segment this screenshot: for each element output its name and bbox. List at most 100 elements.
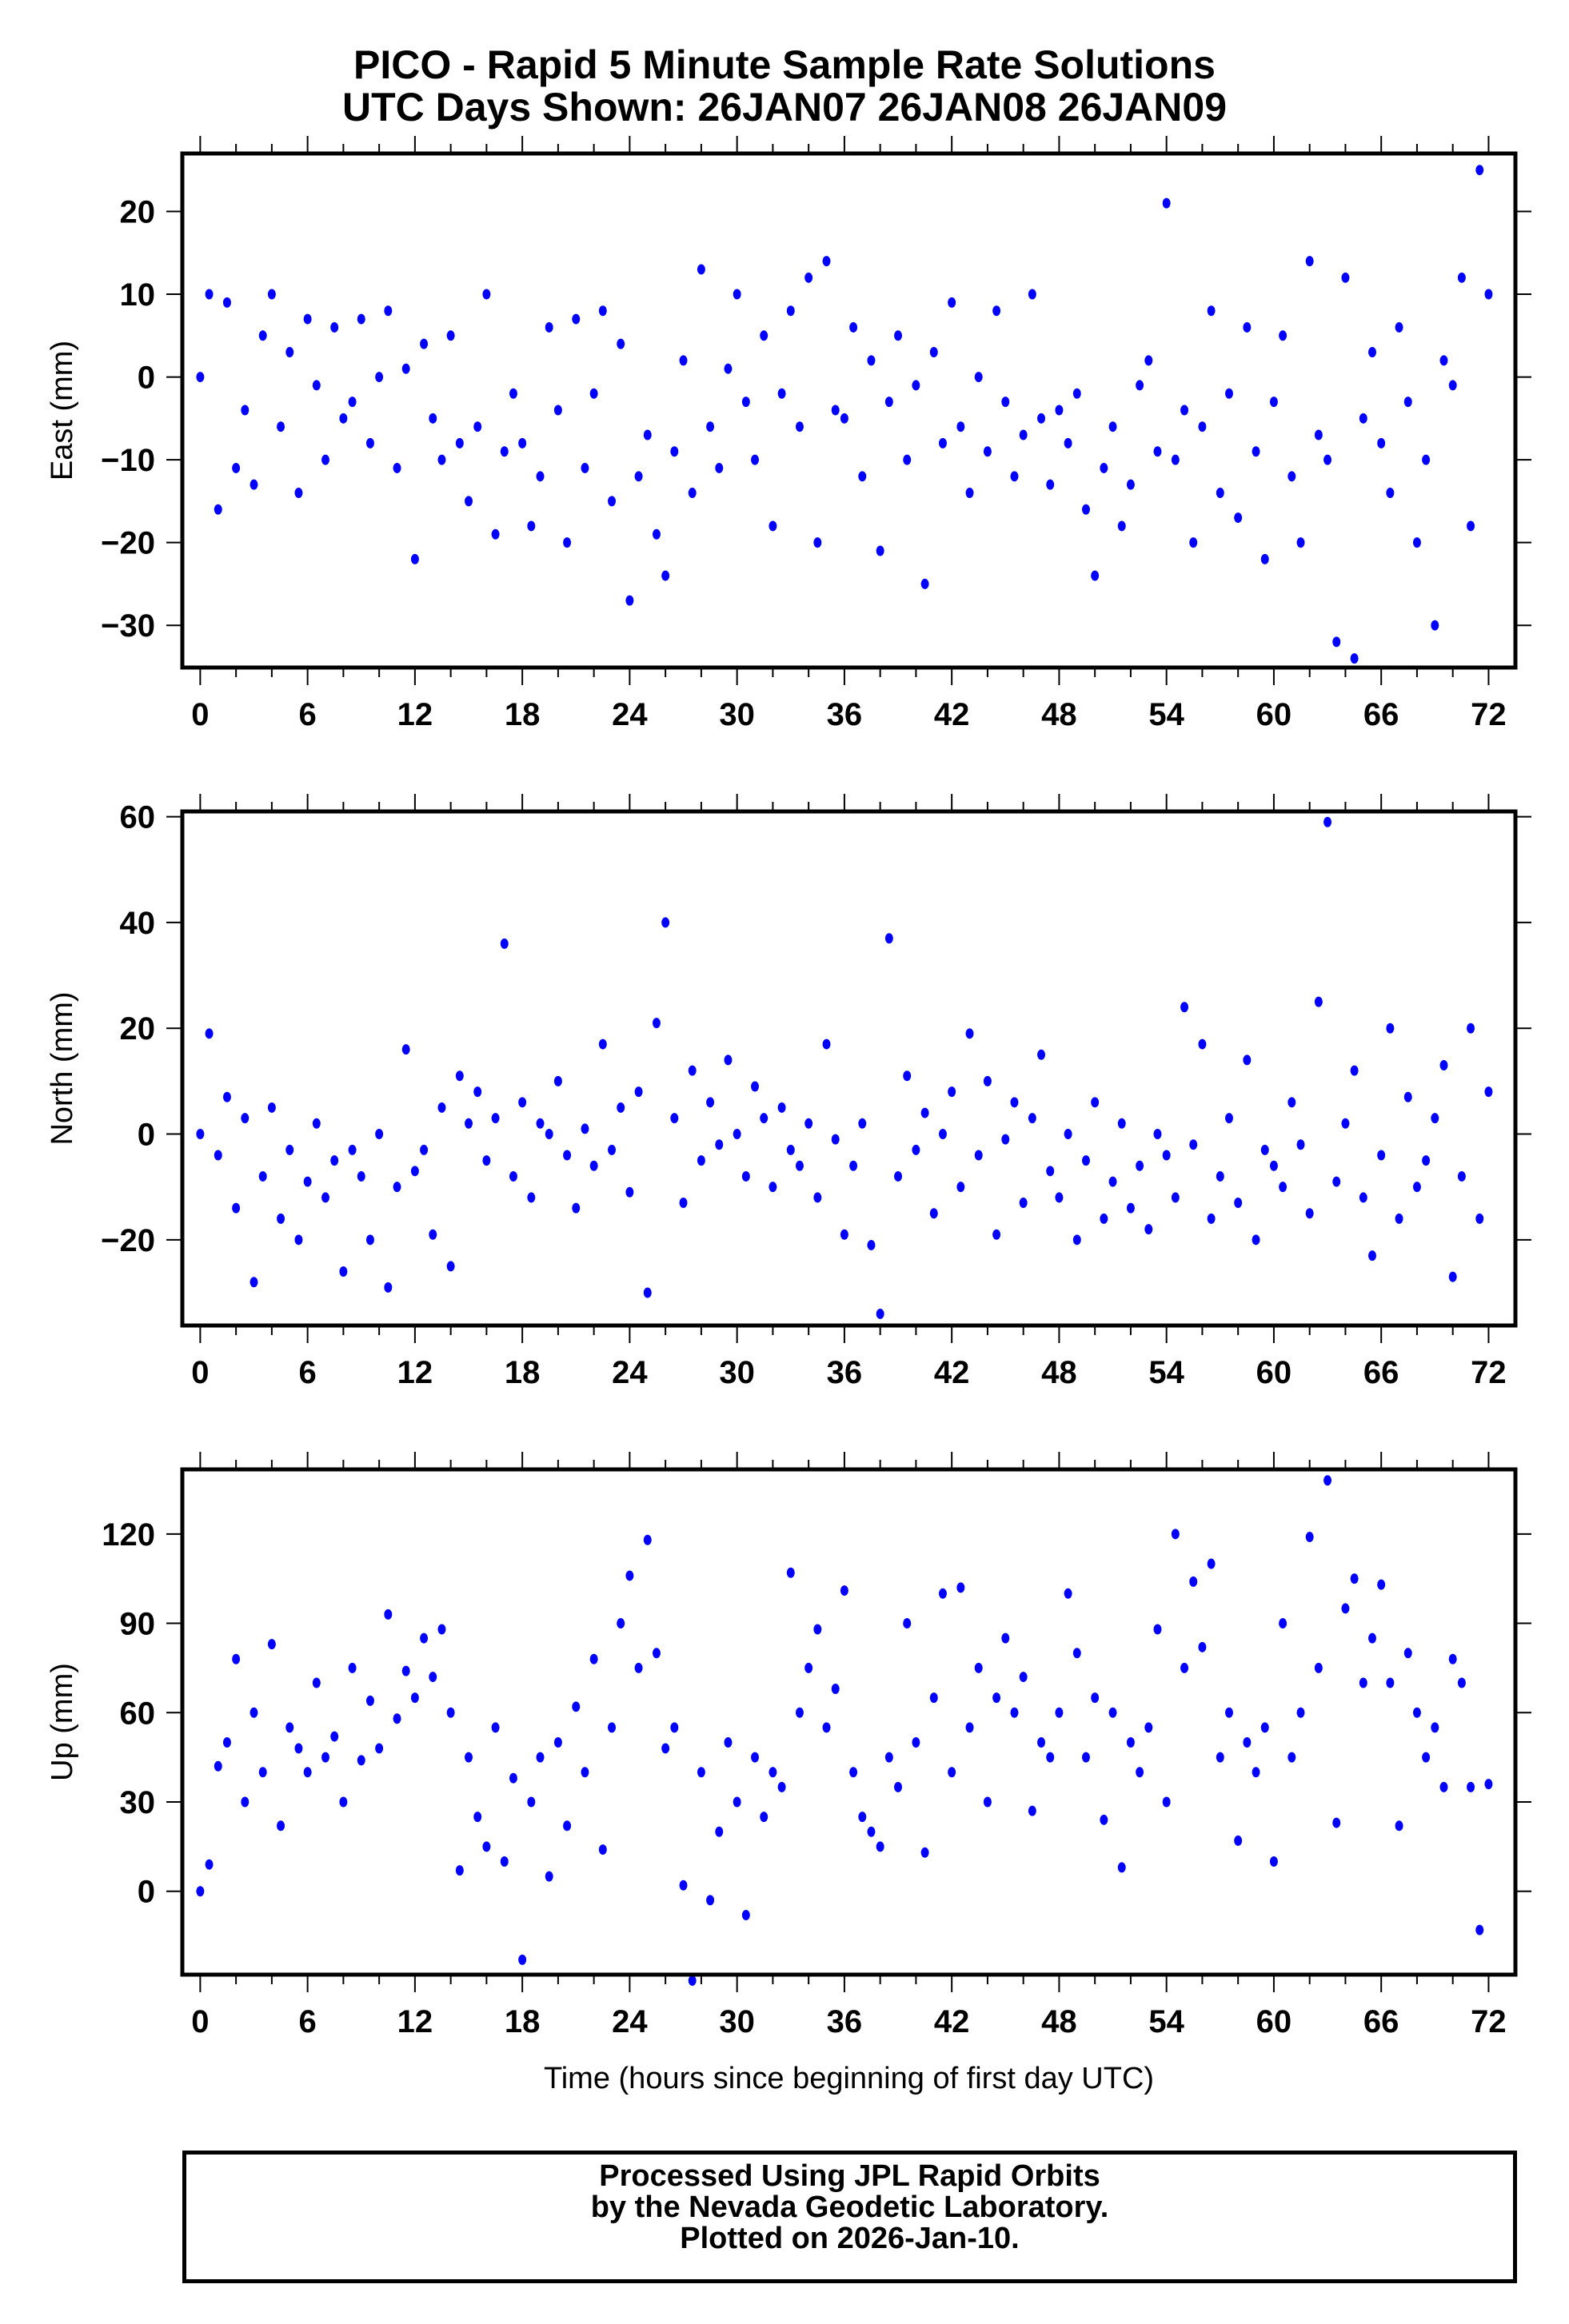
data-point xyxy=(393,1713,401,1724)
data-point xyxy=(894,1170,903,1182)
data-point xyxy=(401,1044,410,1055)
data-point xyxy=(1037,1049,1046,1060)
data-point xyxy=(1064,437,1072,448)
data-point xyxy=(1064,1588,1072,1599)
data-point xyxy=(831,405,840,416)
data-point xyxy=(697,264,705,275)
data-point xyxy=(1117,1862,1126,1873)
data-point xyxy=(482,289,491,300)
data-point xyxy=(867,1826,876,1837)
data-point xyxy=(679,1198,688,1209)
data-point xyxy=(1439,1781,1448,1792)
data-point xyxy=(1367,1250,1376,1262)
data-point xyxy=(321,1752,330,1763)
data-point xyxy=(437,454,446,465)
data-point xyxy=(1243,1054,1252,1066)
data-point xyxy=(1484,1779,1493,1790)
data-point xyxy=(455,1070,464,1082)
data-point xyxy=(500,1856,509,1867)
data-point xyxy=(724,363,733,374)
data-point xyxy=(1019,429,1028,440)
data-point xyxy=(365,1234,374,1246)
data-point xyxy=(1252,1234,1260,1246)
data-point xyxy=(572,1202,581,1214)
data-point xyxy=(1153,446,1162,457)
data-point xyxy=(214,1150,222,1161)
data-point xyxy=(1341,272,1350,283)
data-point xyxy=(1269,1160,1278,1171)
data-point xyxy=(1126,479,1135,490)
data-point xyxy=(1001,397,1010,408)
data-point xyxy=(903,1070,912,1082)
data-point xyxy=(1367,347,1376,358)
data-point xyxy=(1136,380,1144,391)
x-axis-label: Time (hours since beginning of first day… xyxy=(544,2062,1154,2095)
x-tick-label: 60 xyxy=(1256,697,1292,732)
data-point xyxy=(1386,1677,1395,1688)
data-point xyxy=(1153,1624,1162,1635)
data-point xyxy=(643,1287,652,1298)
data-point xyxy=(1216,1170,1224,1182)
data-point xyxy=(1359,1192,1367,1203)
data-point xyxy=(1448,1653,1457,1664)
data-point xyxy=(1162,1150,1171,1161)
data-point xyxy=(1144,1722,1153,1733)
x-tick-label: 30 xyxy=(719,1355,755,1390)
x-tick-label: 24 xyxy=(612,1355,648,1390)
data-point xyxy=(1457,1170,1466,1182)
data-point xyxy=(1091,570,1100,581)
data-point xyxy=(1243,1737,1252,1748)
data-point xyxy=(1136,1160,1144,1171)
data-point xyxy=(867,355,876,366)
data-point xyxy=(625,595,634,606)
data-point xyxy=(285,1722,294,1733)
data-point xyxy=(527,520,536,532)
data-point xyxy=(1288,471,1296,482)
data-point xyxy=(920,1107,929,1118)
data-point xyxy=(929,1208,938,1219)
data-point xyxy=(849,1160,858,1171)
x-tick-label: 60 xyxy=(1256,1355,1292,1390)
data-point xyxy=(545,1871,553,1882)
data-point xyxy=(1207,305,1216,317)
x-tick-label: 54 xyxy=(1148,2004,1184,2039)
data-point xyxy=(1091,1097,1100,1108)
data-point xyxy=(598,1038,607,1050)
data-point xyxy=(330,321,339,333)
data-point xyxy=(1260,1722,1269,1733)
y-tick-label: 10 xyxy=(120,277,156,313)
data-point xyxy=(1162,1796,1171,1808)
data-point xyxy=(250,479,258,490)
data-point xyxy=(974,372,983,383)
data-point xyxy=(222,297,231,308)
data-point xyxy=(1198,1641,1207,1652)
data-point xyxy=(1279,330,1288,341)
data-point xyxy=(965,1028,974,1039)
x-tick-label: 48 xyxy=(1041,1355,1077,1390)
data-point xyxy=(1288,1752,1296,1763)
y-tick-label: 120 xyxy=(102,1517,155,1553)
y-axis-label: Up (mm) xyxy=(46,1663,79,1781)
data-point xyxy=(1028,289,1036,300)
data-point xyxy=(250,1277,258,1288)
x-tick-label: 66 xyxy=(1363,697,1399,732)
data-point xyxy=(1305,1532,1314,1543)
data-point xyxy=(1100,462,1108,473)
data-point xyxy=(706,1895,715,1906)
data-point xyxy=(1475,1924,1484,1935)
data-point xyxy=(884,933,893,944)
data-point xyxy=(384,1608,393,1620)
data-point xyxy=(751,1081,760,1092)
data-point xyxy=(608,496,617,507)
data-point xyxy=(634,1086,643,1098)
data-point xyxy=(608,1144,617,1155)
data-point xyxy=(1341,1118,1350,1129)
x-tick-label: 72 xyxy=(1471,2004,1507,2039)
data-point xyxy=(1350,1065,1359,1076)
x-tick-label: 12 xyxy=(397,697,433,732)
data-point xyxy=(1395,1213,1403,1224)
data-point xyxy=(589,388,598,399)
x-tick-label: 42 xyxy=(934,697,970,732)
data-point xyxy=(1377,1579,1386,1590)
data-point xyxy=(1010,1097,1019,1108)
